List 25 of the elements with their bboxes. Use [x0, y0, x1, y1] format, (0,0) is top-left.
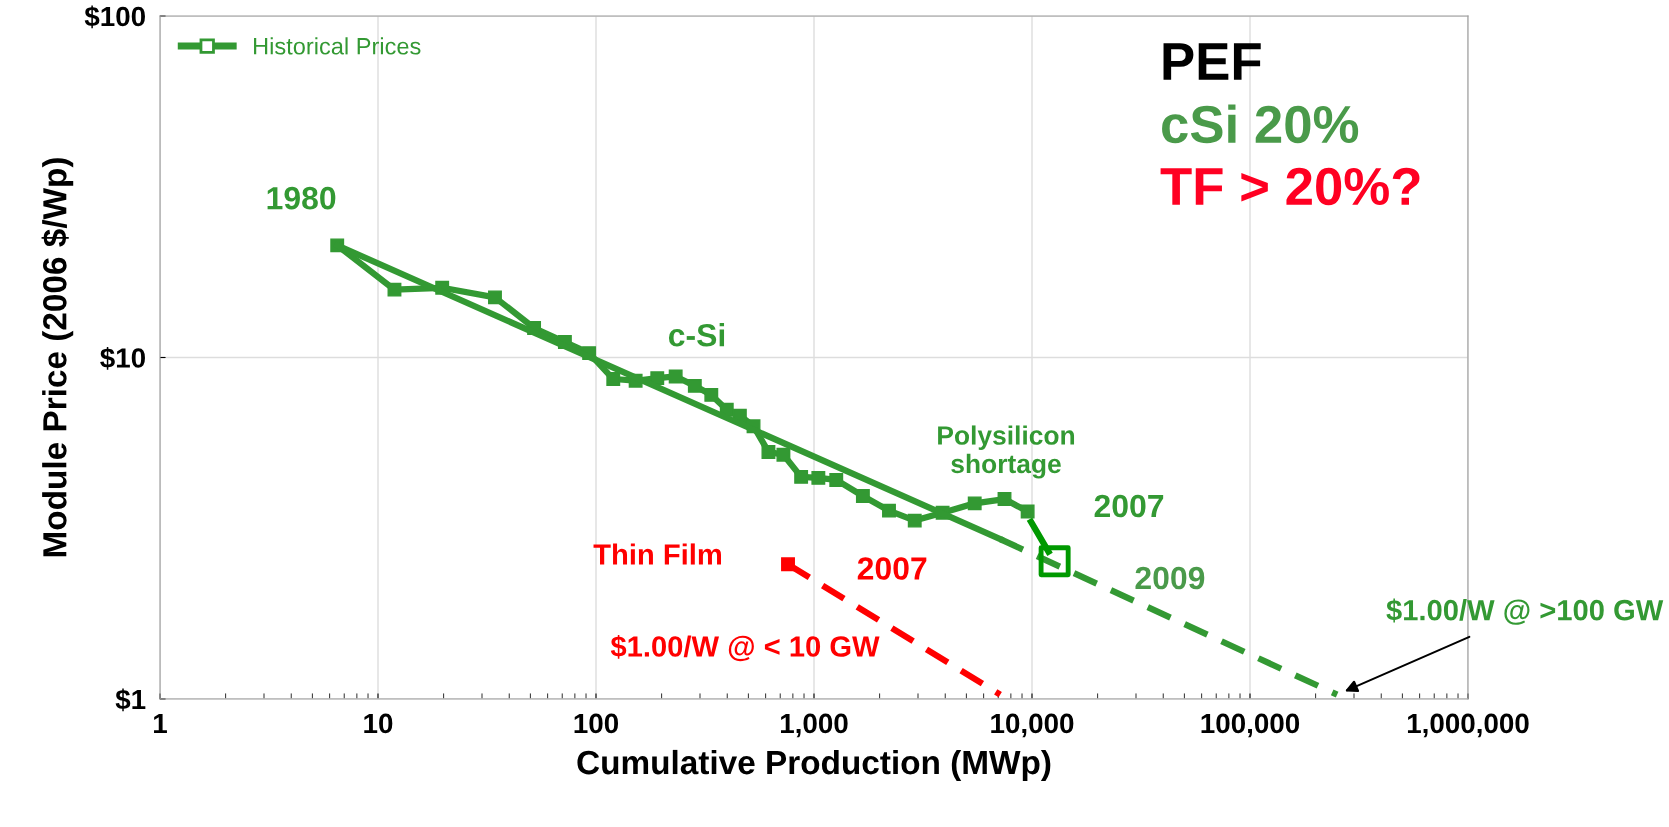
x-tick-label: 10 — [364, 713, 393, 734]
y-tick-label: $1 — [115, 688, 146, 712]
annotation: 1980 — [267, 186, 336, 210]
x-axis-title: Cumulative Production (MWp) — [577, 749, 1051, 781]
annotation: Polysilicon shortage — [938, 425, 1075, 479]
annotation: Thin Film — [593, 543, 721, 565]
annotation: 2007 — [857, 557, 927, 580]
annotation: $1.00/W @ < 10 GW — [610, 634, 880, 662]
x-tick-label: 1 — [154, 713, 167, 734]
x-tick-label: 100 — [574, 713, 619, 734]
annotation: cSi 20% — [1162, 104, 1359, 144]
annotation: $1.00/W @ >100 GW — [1386, 598, 1664, 625]
x-tick-label: 10,000 — [991, 713, 1074, 738]
y-tick-label: $10 — [100, 346, 145, 370]
y-axis-title: Module Price (2006 $/Wp) — [41, 158, 74, 557]
legend-label: Historical Prices — [254, 37, 421, 55]
x-tick-label: 1,000,000 — [1407, 713, 1529, 738]
annotation: PEF — [1163, 43, 1261, 80]
annotation: 2009 — [1135, 566, 1205, 590]
annotation: TF > 20%? — [1160, 167, 1420, 206]
x-tick-label: 100,000 — [1201, 713, 1300, 738]
annotation: c-Si — [668, 323, 725, 347]
x-tick-label: 1,000 — [781, 713, 848, 738]
annotation: 2007 — [1094, 494, 1164, 518]
y-tick-label: $100 — [84, 5, 145, 29]
